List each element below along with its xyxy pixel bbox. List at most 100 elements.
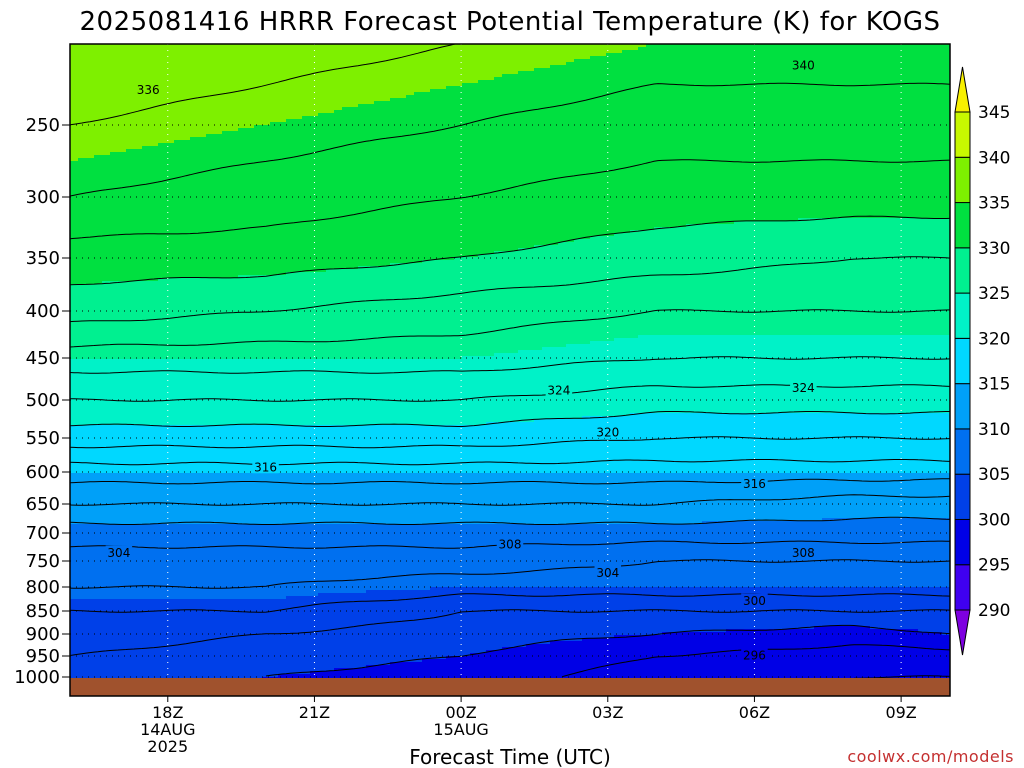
contour-line-334 bbox=[70, 82, 950, 197]
colorbar-label-325: 325 bbox=[978, 284, 1010, 304]
contour-label-bg bbox=[134, 82, 162, 96]
colorbar-swatch-310 bbox=[954, 383, 971, 430]
contour-line-328 bbox=[70, 256, 950, 323]
x-tick-label-18-1: 14AUG bbox=[140, 720, 195, 739]
contour-label-336: 336 bbox=[137, 83, 160, 97]
contour-label-324: 324 bbox=[547, 383, 570, 397]
contour-line-300 bbox=[265, 624, 950, 677]
colorbar-label-310: 310 bbox=[978, 420, 1010, 440]
filled-contours bbox=[70, 44, 950, 679]
colorbar-top-arrow bbox=[954, 66, 971, 113]
contour-line-314 bbox=[70, 478, 950, 485]
contour-label-bg bbox=[741, 593, 768, 607]
contour-labels: 336 340 324 324 320 316 316 308 308 304 304 300 296 bbox=[105, 58, 817, 663]
contour-label-bg bbox=[741, 476, 768, 490]
contour-lines bbox=[70, 44, 950, 679]
contour-line-332 bbox=[70, 159, 950, 240]
colorbar-label-305: 305 bbox=[978, 465, 1010, 485]
y-tick-label-400: 400 bbox=[26, 301, 60, 322]
contour-label-316: 316 bbox=[254, 461, 277, 475]
contour-label-320: 320 bbox=[596, 425, 619, 439]
y-tick-label-850: 850 bbox=[26, 601, 60, 622]
contour-label-316: 316 bbox=[743, 477, 766, 491]
contour-label-308: 308 bbox=[792, 546, 815, 560]
x-tick-label-24-0: 00Z bbox=[445, 703, 476, 722]
contour-line-310 bbox=[70, 516, 950, 525]
colorbar-label-330: 330 bbox=[978, 239, 1010, 259]
x-tick-label-18-0: 18Z bbox=[152, 703, 183, 722]
colorbar-swatch-340 bbox=[954, 111, 971, 158]
y-tick-label-950: 950 bbox=[26, 646, 60, 667]
y-tick-label-450: 450 bbox=[26, 348, 60, 369]
contour-line-324 bbox=[70, 356, 950, 374]
contour-label-bg bbox=[790, 58, 817, 72]
contour-label-bg bbox=[790, 380, 817, 394]
contour-label-304: 304 bbox=[596, 566, 619, 580]
contour-label-340: 340 bbox=[792, 59, 815, 73]
colorbar-label-320: 320 bbox=[978, 329, 1010, 349]
x-tick-label-30-0: 06Z bbox=[739, 703, 770, 722]
colorbar-swatch-335 bbox=[954, 156, 971, 204]
contour-line-306 bbox=[70, 559, 950, 589]
x-tick-label-18-2: 2025 bbox=[147, 737, 188, 756]
colorbar-swatch-320 bbox=[954, 292, 971, 339]
y-tick-label-750: 750 bbox=[26, 551, 60, 572]
contour-label-304: 304 bbox=[107, 546, 130, 560]
colorbar-swatch-315 bbox=[954, 337, 971, 385]
x-axis-label: Forecast Time (UTC) bbox=[409, 745, 611, 768]
contour-label-bg bbox=[790, 545, 817, 559]
colorbar-label-340: 340 bbox=[978, 148, 1010, 168]
contour-line-302 bbox=[70, 609, 950, 656]
contour-label-296: 296 bbox=[743, 649, 766, 663]
x-tick-label-24-1: 15AUG bbox=[433, 720, 488, 739]
contour-label-bg bbox=[594, 424, 622, 438]
contour-line-320 bbox=[70, 411, 950, 427]
colorbar-label-295: 295 bbox=[978, 556, 1010, 576]
y-tick-label-650: 650 bbox=[26, 494, 60, 515]
y-tick-label-700: 700 bbox=[26, 523, 60, 544]
contour-label-bg bbox=[252, 460, 279, 474]
colorbar-label-300: 300 bbox=[978, 510, 1010, 530]
contour-line-316 bbox=[70, 459, 950, 466]
colorbar-label-290: 290 bbox=[978, 601, 1010, 621]
y-tick-label-300: 300 bbox=[26, 187, 60, 208]
contour-label-bg bbox=[496, 537, 524, 551]
contour-label-bg bbox=[594, 565, 622, 579]
x-tick-label-27-0: 03Z bbox=[592, 703, 623, 722]
contour-line-312 bbox=[70, 494, 950, 506]
colorbar-label-345: 345 bbox=[978, 103, 1010, 123]
colorbar-swatch-325 bbox=[954, 247, 971, 294]
contour-label-bg bbox=[545, 382, 573, 396]
colorbar-swatch-295 bbox=[954, 518, 971, 566]
x-tick-label-33-0: 09Z bbox=[885, 703, 916, 722]
colorbar-swatch-300 bbox=[954, 473, 971, 520]
contour-line-326 bbox=[70, 309, 950, 348]
colorbar-swatch-290 bbox=[954, 564, 971, 611]
contour-line-318 bbox=[70, 436, 950, 449]
y-tick-label-800: 800 bbox=[26, 577, 60, 598]
y-tick-label-550: 550 bbox=[26, 428, 60, 449]
contour-label-bg bbox=[741, 648, 768, 662]
contour-label-324: 324 bbox=[792, 381, 815, 395]
colorbar: 290 295 300 305 310 315 320 325 330 335 340 345 bbox=[954, 66, 1010, 656]
y-tick-label-500: 500 bbox=[26, 390, 60, 411]
contour-line-330 bbox=[70, 215, 950, 286]
ground-surface bbox=[70, 678, 950, 696]
contour-label-308: 308 bbox=[499, 538, 522, 552]
contour-label-bg bbox=[105, 545, 133, 559]
contour-line-336 bbox=[70, 44, 458, 126]
contour-line-304 bbox=[70, 593, 950, 613]
colorbar-label-315: 315 bbox=[978, 375, 1010, 395]
y-tick-label-1000: 1000 bbox=[14, 667, 60, 688]
x-tick-label-21-0: 21Z bbox=[299, 703, 330, 722]
y-tick-label-900: 900 bbox=[26, 624, 60, 645]
credit-text: coolwx.com/models bbox=[847, 747, 1014, 766]
y-tick-label-250: 250 bbox=[26, 115, 60, 136]
chart-title: 2025081416 HRRR Forecast Potential Tempe… bbox=[80, 7, 941, 37]
plot-frame bbox=[69, 43, 951, 697]
colorbar-swatch-305 bbox=[954, 428, 971, 475]
contour-label-300: 300 bbox=[743, 594, 766, 608]
